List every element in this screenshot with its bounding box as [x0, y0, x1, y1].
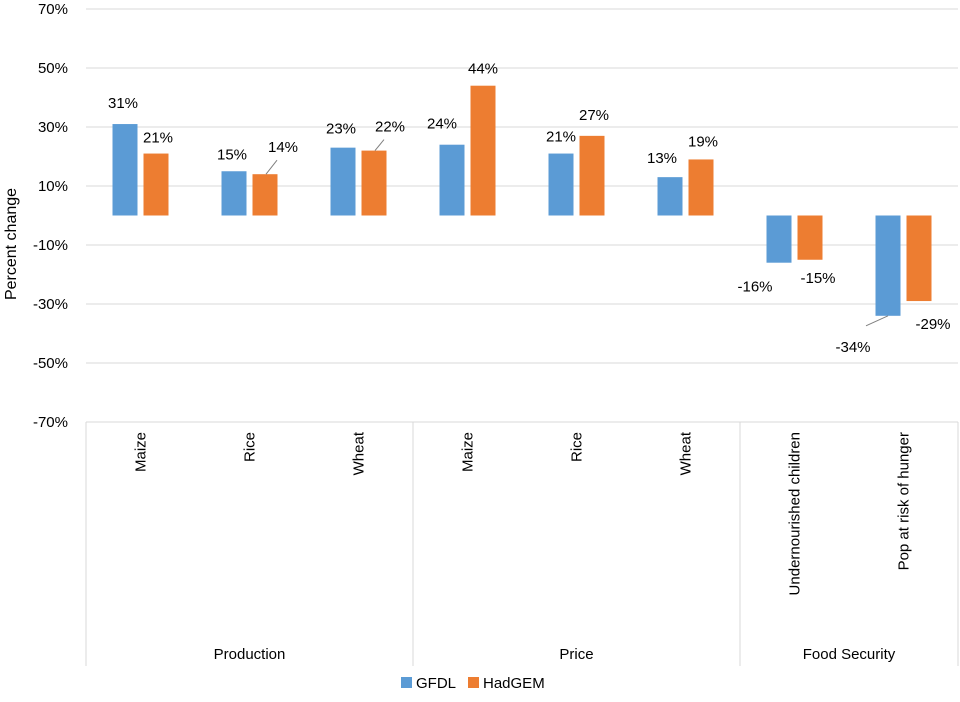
label-leader-lines: [265, 139, 889, 327]
category-label: Wheat: [678, 431, 695, 475]
category-label: Undernourished children: [787, 432, 804, 595]
y-tick-label: 70%: [38, 1, 68, 18]
bar-gfdl: [330, 147, 356, 216]
y-tick-label: 10%: [38, 178, 68, 195]
leader-line: [265, 159, 278, 175]
y-tick-label: -70%: [33, 414, 68, 431]
data-label-gfdl: -16%: [737, 279, 772, 296]
bar-hadgem: [470, 85, 496, 216]
data-label-hadgem: 19%: [688, 133, 718, 150]
legend-label-gfdl: GFDL: [416, 675, 456, 692]
category-label: Rice: [569, 432, 586, 462]
y-axis-ticks: 70% 50% 30% 10% -10% -30% -50% -70%: [33, 1, 68, 431]
data-label-hadgem: -15%: [800, 270, 835, 287]
bar-hadgem: [688, 159, 714, 216]
leader-line: [865, 315, 889, 327]
bar-gfdl: [548, 153, 574, 216]
y-tick-label: -50%: [33, 355, 68, 372]
data-label-gfdl: 13%: [647, 150, 677, 167]
leader-line: [374, 139, 385, 151]
bar-hadgem: [361, 150, 387, 216]
data-label-gfdl: 24%: [427, 116, 457, 133]
bar-hadgem: [579, 135, 605, 216]
x-axis: Maize Rice Wheat Maize Rice Wheat Undernourish…: [85, 421, 959, 666]
data-label-gfdl: 23%: [326, 121, 356, 138]
data-label-hadgem: 14%: [268, 139, 298, 156]
data-label-gfdl: 21%: [546, 129, 576, 146]
legend-label-hadgem: HadGEM: [483, 675, 545, 692]
data-label-hadgem: -29%: [915, 316, 950, 333]
category-label: Rice: [242, 432, 259, 462]
bars: [112, 85, 932, 316]
data-label-hadgem: 22%: [375, 119, 405, 136]
y-tick-label: 30%: [38, 119, 68, 136]
category-label: Wheat: [351, 431, 368, 475]
legend-swatch-gfdl: [401, 677, 412, 688]
legend: GFDL HadGEM: [401, 675, 545, 692]
bar-gfdl: [657, 177, 683, 216]
legend-swatch-hadgem: [468, 677, 479, 688]
category-label: Pop at risk of hunger: [896, 432, 913, 570]
data-label-gfdl: -34%: [835, 339, 870, 356]
bar-hadgem: [906, 215, 932, 302]
bar-gfdl: [439, 144, 465, 216]
data-label-gfdl: 15%: [217, 146, 247, 163]
group-label: Price: [559, 646, 593, 663]
data-label-hadgem: 27%: [579, 107, 609, 124]
y-tick-label: -10%: [33, 237, 68, 254]
bar-hadgem: [143, 153, 169, 216]
bar-gfdl: [766, 215, 792, 263]
gridlines: [86, 8, 958, 423]
group-label: Food Security: [803, 646, 896, 663]
group-label: Production: [214, 646, 286, 663]
bar-gfdl: [112, 124, 138, 216]
bar-gfdl: [875, 215, 901, 316]
data-label-hadgem: 44%: [468, 61, 498, 78]
data-labels: 31% 15% 23% 24% 21% 13% -16% -34% 21% 14% 22% 44% 27…: [108, 61, 951, 356]
y-axis-label: Percent change: [3, 188, 20, 300]
y-tick-label: 50%: [38, 60, 68, 77]
data-label-hadgem: 21%: [143, 130, 173, 147]
data-label-gfdl: 31%: [108, 95, 138, 112]
bar-hadgem: [252, 174, 278, 216]
category-label: Maize: [133, 432, 150, 472]
bar-hadgem: [797, 215, 823, 260]
y-tick-label: -30%: [33, 296, 68, 313]
category-label: Maize: [460, 432, 477, 472]
bar-gfdl: [221, 171, 247, 216]
